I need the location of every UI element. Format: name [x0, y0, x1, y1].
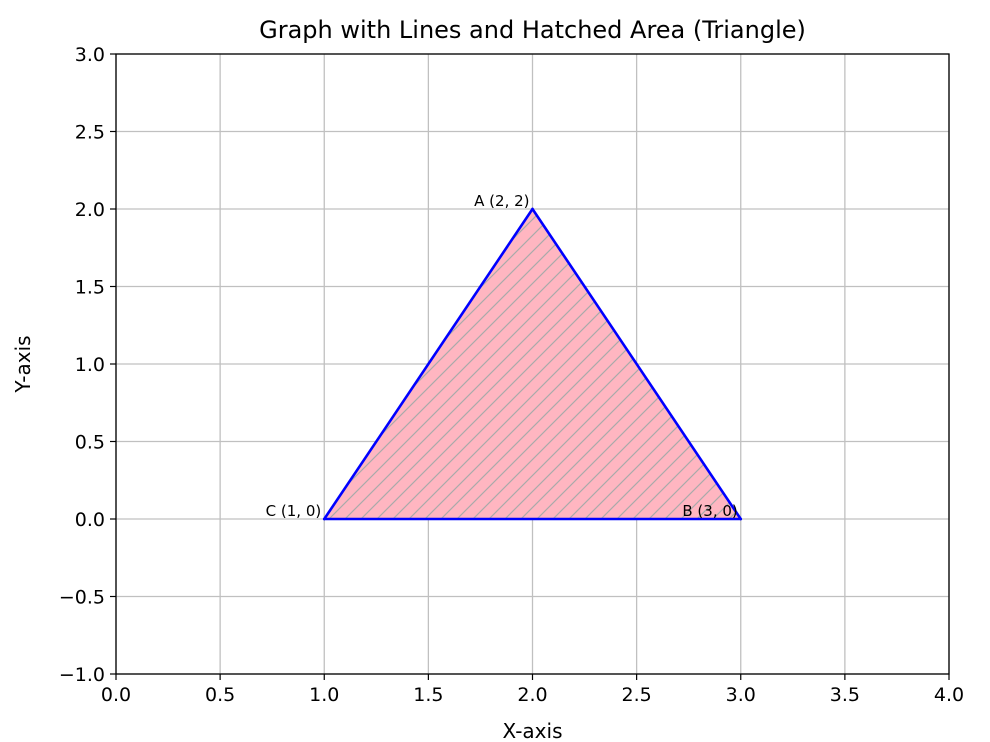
x-tick-label: 3.5 [830, 684, 860, 706]
y-tick-label: 2.5 [75, 122, 105, 144]
chart-title: Graph with Lines and Hatched Area (Trian… [259, 16, 806, 44]
x-tick-label: 1.0 [309, 684, 339, 706]
y-tick-label: −0.5 [59, 587, 105, 609]
y-tick-label: 1.0 [75, 354, 105, 376]
annotations: A (2, 2) B (3, 0) C (1, 0) [266, 192, 738, 520]
x-axis-label: X-axis [503, 719, 563, 742]
series-lines [322, 207, 743, 521]
x-tick-label: 3.0 [726, 684, 756, 706]
x-tick-label: 0.0 [101, 684, 131, 706]
y-tick-label: 0.5 [75, 432, 105, 454]
y-tick-label: 0.0 [75, 509, 105, 531]
x-tick-label: 1.5 [413, 684, 443, 706]
y-tick-label: 1.5 [75, 277, 105, 299]
point-label: B (3, 0) [682, 502, 737, 520]
x-tick-label: 2.5 [622, 684, 652, 706]
y-axis-label: Y-axis [11, 335, 35, 393]
point-label: A (2, 2) [474, 192, 529, 210]
x-tick-label: 2.0 [517, 684, 547, 706]
triangle-edge-line [531, 207, 743, 521]
x-tick-label: 0.5 [205, 684, 235, 706]
y-tick-label: −1.0 [59, 664, 105, 686]
x-tick-label: 4.0 [934, 684, 964, 706]
point-label: C (1, 0) [266, 502, 322, 520]
triangle-edge-line [322, 207, 534, 521]
y-tick-label: 2.0 [75, 199, 105, 221]
triangle-hatch [324, 209, 741, 519]
y-tick-label: 3.0 [75, 44, 105, 66]
hatched-area [324, 209, 741, 519]
axis-ticks: 0.0 0.5 1.0 1.5 2.0 2.5 3.0 3.5 4.0 −1.0 −0.5 0.0 0.… [59, 44, 964, 706]
